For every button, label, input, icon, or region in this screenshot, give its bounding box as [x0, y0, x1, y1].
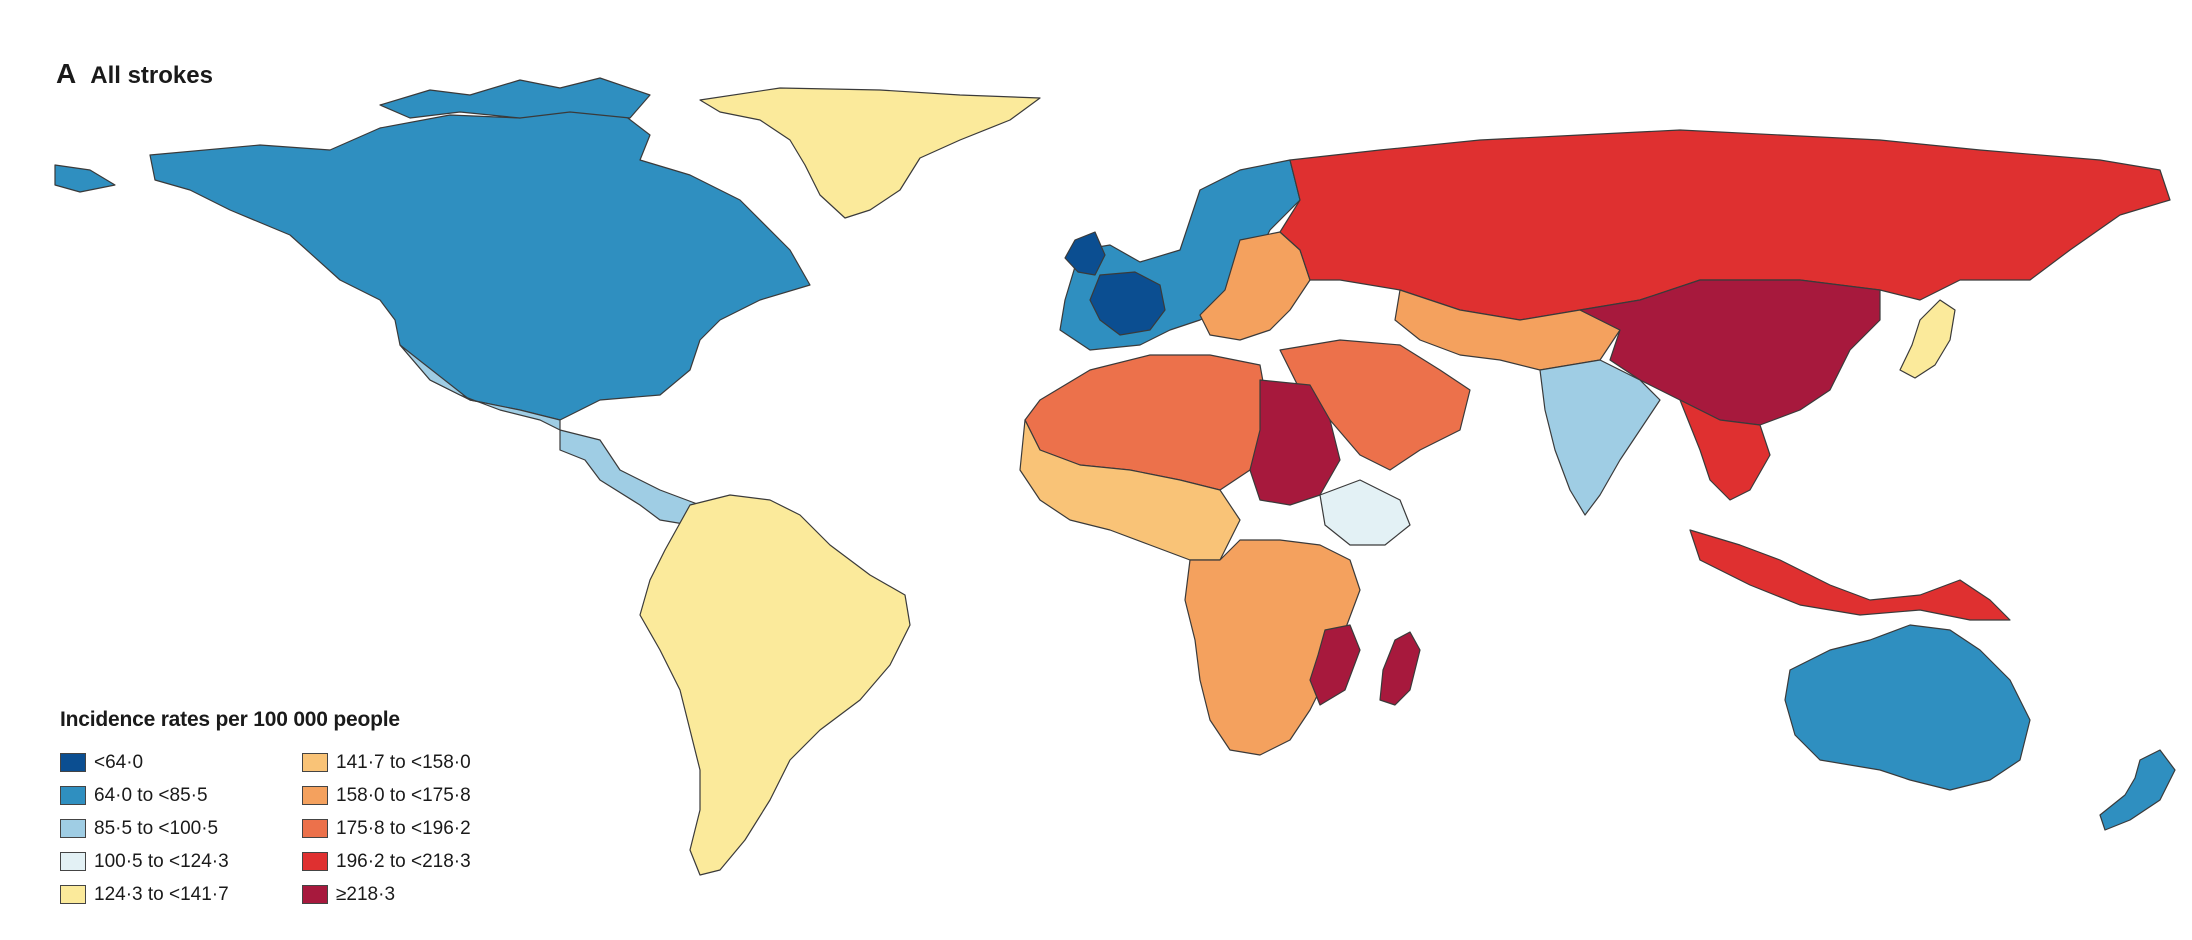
legend: Incidence rates per 100 000 people <64·0…	[60, 708, 620, 911]
region-australia	[1784, 624, 2031, 791]
legend-swatch	[302, 885, 328, 904]
region-uk	[1064, 231, 1106, 276]
legend-item: 175·8 to <196·2	[302, 812, 562, 845]
legend-title: Incidence rates per 100 000 people	[60, 708, 400, 731]
legend-label: 158·0 to <175·8	[336, 784, 471, 806]
region-alaska-tip	[54, 164, 116, 193]
legend-label: 141·7 to <158·0	[336, 751, 471, 773]
region-south-america	[639, 494, 911, 876]
legend-label: ≥218·3	[336, 883, 396, 905]
region-indonesia-png	[1689, 529, 2011, 621]
legend-label: 100·5 to <124·3	[94, 850, 229, 872]
panel-letter: A	[56, 58, 77, 89]
legend-swatch	[60, 852, 86, 871]
legend-item: <64·0	[60, 746, 290, 779]
region-new-zealand	[2099, 749, 2176, 831]
legend-item: 85·5 to <100·5	[60, 812, 290, 845]
region-southeast-asia	[1679, 399, 1771, 501]
legend-label: 64·0 to <85·5	[94, 784, 208, 806]
legend-label: 85·5 to <100·5	[94, 817, 219, 839]
region-arctic-islands	[379, 77, 651, 119]
legend-item: 141·7 to <158·0	[302, 746, 562, 779]
region-france	[1089, 271, 1166, 336]
region-egypt-sudan	[1249, 379, 1341, 506]
panel-title-text: All strokes	[90, 62, 213, 89]
legend-label: 124·3 to <141·7	[94, 883, 229, 905]
region-madagascar	[1379, 631, 1421, 706]
legend-swatch	[60, 786, 86, 805]
legend-swatch	[302, 786, 328, 805]
region-greenland	[699, 87, 1041, 219]
legend-swatch	[60, 753, 86, 772]
legend-swatch	[60, 885, 86, 904]
legend-item: 124·3 to <141·7	[60, 878, 290, 911]
region-north-america	[149, 104, 811, 421]
panel-title: A All strokes	[56, 58, 213, 90]
region-india	[1539, 359, 1661, 516]
legend-swatch	[60, 819, 86, 838]
region-mozambique	[1309, 624, 1361, 706]
legend-swatch	[302, 753, 328, 772]
legend-label: 196·2 to <218·3	[336, 850, 471, 872]
region-japan	[1899, 299, 1956, 379]
legend-swatch	[302, 819, 328, 838]
legend-item: 100·5 to <124·3	[60, 845, 290, 878]
legend-item: 158·0 to <175·8	[302, 779, 562, 812]
legend-item: ≥218·3	[302, 878, 562, 911]
region-china	[1579, 279, 1881, 426]
legend-item: 64·0 to <85·5	[60, 779, 290, 812]
legend-label: <64·0	[94, 751, 144, 773]
region-russia-mongolia	[1279, 129, 2171, 321]
legend-grid: <64·0 64·0 to <85·5 85·5 to <100·5 100·5…	[60, 746, 620, 911]
legend-label: 175·8 to <196·2	[336, 817, 471, 839]
legend-swatch	[302, 852, 328, 871]
region-ethiopia	[1319, 479, 1411, 546]
legend-item: 196·2 to <218·3	[302, 845, 562, 878]
